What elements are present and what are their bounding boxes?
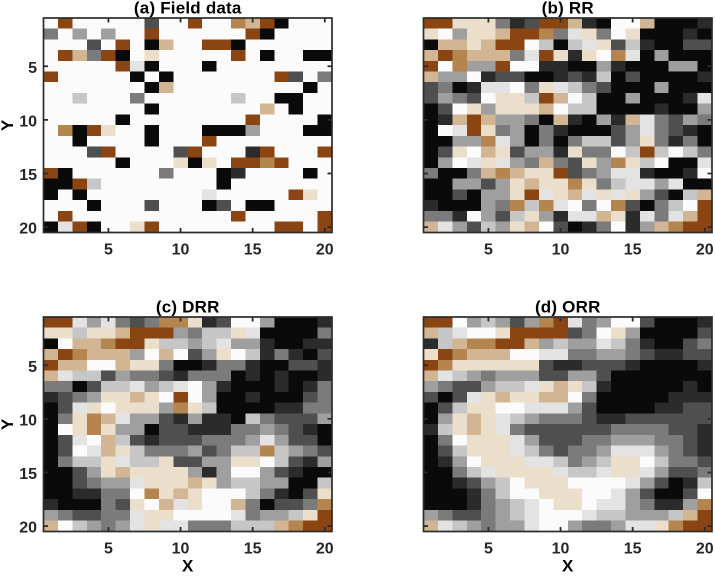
svg-text:20: 20 bbox=[19, 520, 37, 537]
svg-text:(a) Field data: (a) Field data bbox=[134, 0, 242, 18]
svg-text:20: 20 bbox=[19, 221, 37, 238]
svg-text:20: 20 bbox=[316, 242, 334, 259]
svg-text:15: 15 bbox=[624, 242, 642, 259]
svg-text:20: 20 bbox=[696, 541, 714, 558]
svg-text:X: X bbox=[182, 557, 194, 576]
svg-text:10: 10 bbox=[552, 242, 570, 259]
svg-text:5: 5 bbox=[484, 541, 493, 558]
svg-text:10: 10 bbox=[19, 113, 37, 130]
svg-text:(b) RR: (b) RR bbox=[542, 0, 594, 18]
svg-text:20: 20 bbox=[696, 242, 714, 259]
svg-text:15: 15 bbox=[624, 541, 642, 558]
svg-text:Y: Y bbox=[0, 119, 17, 131]
svg-text:5: 5 bbox=[484, 242, 493, 259]
svg-text:10: 10 bbox=[172, 242, 190, 259]
svg-text:15: 15 bbox=[19, 466, 37, 483]
svg-text:15: 15 bbox=[244, 242, 262, 259]
svg-text:5: 5 bbox=[28, 359, 37, 376]
svg-text:15: 15 bbox=[244, 541, 262, 558]
svg-text:X: X bbox=[562, 557, 574, 576]
svg-text:15: 15 bbox=[19, 167, 37, 184]
svg-text:5: 5 bbox=[104, 242, 113, 259]
svg-text:20: 20 bbox=[316, 541, 334, 558]
svg-text:5: 5 bbox=[28, 60, 37, 77]
svg-text:Y: Y bbox=[0, 418, 17, 430]
svg-text:10: 10 bbox=[19, 412, 37, 429]
svg-text:(c) DRR: (c) DRR bbox=[156, 298, 220, 317]
svg-text:10: 10 bbox=[172, 541, 190, 558]
svg-text:10: 10 bbox=[552, 541, 570, 558]
svg-text:(d) ORR: (d) ORR bbox=[535, 298, 601, 317]
svg-text:5: 5 bbox=[104, 541, 113, 558]
